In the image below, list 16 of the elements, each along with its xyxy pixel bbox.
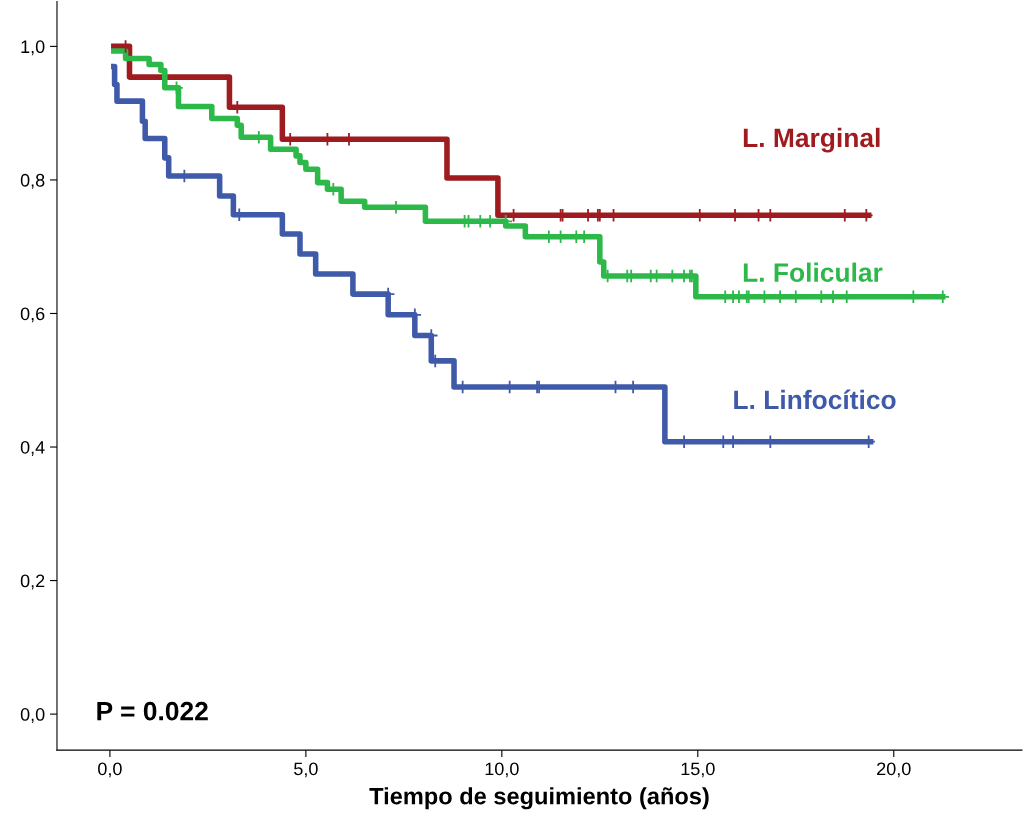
x-tick-label: 10,0	[485, 762, 519, 778]
y-tick-label: 0,0	[20, 708, 45, 723]
series-label: L. Linfocítico	[734, 389, 896, 410]
x-tick-label: 0,0	[98, 762, 122, 778]
series-label: L. Folicular	[743, 262, 883, 282]
y-tick-label: 0,4	[20, 440, 45, 456]
x-tick-label: 15,0	[681, 762, 715, 778]
x-tick-label: 20,0	[877, 762, 911, 778]
x-tick-label: 5,0	[294, 762, 318, 778]
y-tick-label: 0,8	[20, 173, 45, 189]
y-tick-label: 0,2	[20, 574, 45, 590]
text: L. Marginal	[743, 127, 880, 153]
y-tick-label: 1,0	[21, 40, 45, 56]
annotation: P = 0.022	[97, 701, 208, 721]
x-axis-title: Tiempo de seguimiento (años)	[369, 787, 709, 810]
y-tick-label: 0,6	[20, 307, 45, 323]
